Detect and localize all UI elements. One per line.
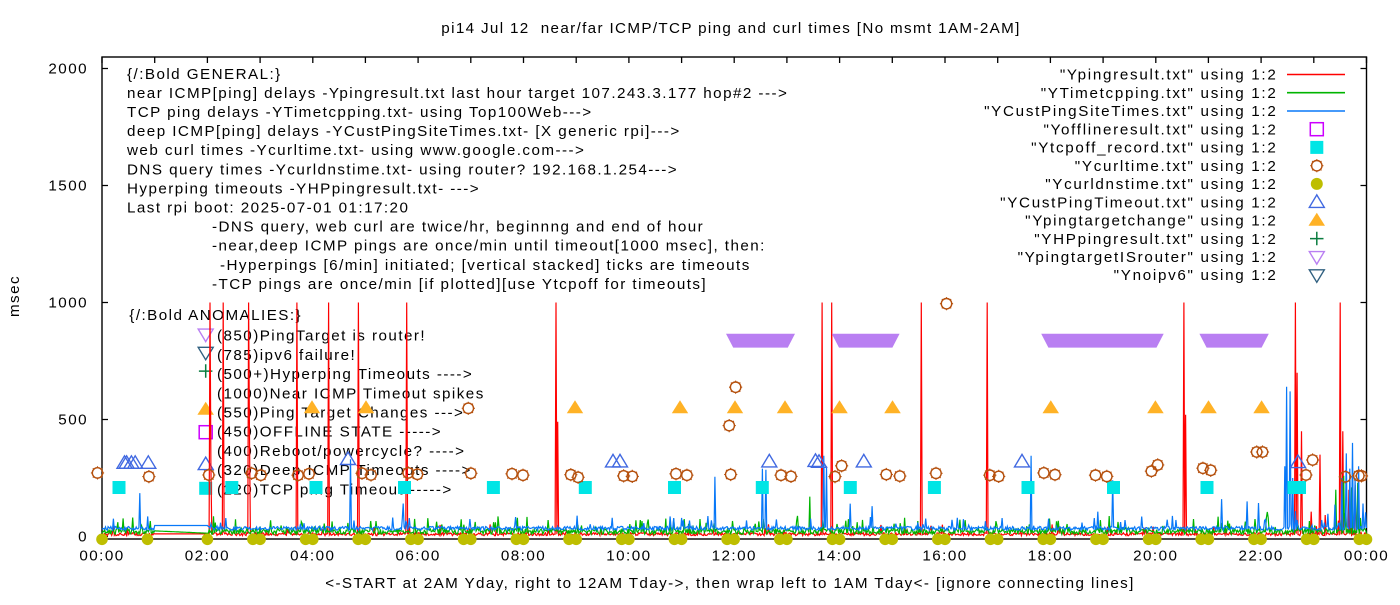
svg-text:16:00: 16:00 [922, 548, 967, 565]
svg-text:TCP ping delays -YTimetcpping.: TCP ping delays -YTimetcpping.txt- using… [127, 104, 593, 121]
svg-text:-TCP pings are once/min [if pl: -TCP pings are once/min [if plotted][use… [212, 276, 707, 293]
svg-text:pi14 Jul 12 near/far ICMP/TCP: pi14 Jul 12 near/far ICMP/TCP ping and c… [441, 20, 1020, 37]
svg-text:"Ycurldnstime.txt" using 1:2: "Ycurldnstime.txt" using 1:2 [1045, 176, 1277, 193]
svg-text:02:00: 02:00 [185, 548, 230, 565]
svg-text:"Ynoipv6" using 1:2: "Ynoipv6" using 1:2 [1114, 267, 1278, 284]
svg-text:Hyperping timeouts -YHPpingres: Hyperping timeouts -YHPpingresult.txt- -… [127, 180, 480, 197]
svg-text:0: 0 [78, 529, 88, 546]
svg-text:{/:Bold ANOMALIES:}: {/:Bold ANOMALIES:} [129, 307, 302, 324]
svg-text:00:00: 00:00 [1344, 548, 1389, 565]
svg-text:18:00: 18:00 [1028, 548, 1073, 565]
svg-text:<-START at 2AM Yday, right to: <-START at 2AM Yday, right to 12AM Tday-… [325, 575, 1135, 592]
svg-text:06:00: 06:00 [395, 548, 440, 565]
svg-text:"Ypingtargetchange" using 1:2: "Ypingtargetchange" using 1:2 [1025, 213, 1277, 230]
svg-text:2000: 2000 [48, 61, 88, 78]
svg-text:"YCustPingSiteTimes.txt" using: "YCustPingSiteTimes.txt" using 1:2 [984, 103, 1277, 120]
svg-text:1000: 1000 [48, 295, 88, 312]
svg-text:500: 500 [58, 412, 88, 429]
svg-text:12:00: 12:00 [712, 548, 757, 565]
svg-text:(400)Reboot/powercycle? ---->: (400)Reboot/powercycle? ----> [217, 443, 465, 460]
svg-text:"YCustPingTimeout.txt" using 1: "YCustPingTimeout.txt" using 1:2 [1000, 194, 1277, 211]
svg-text:(1000)Near ICMP Timeout spikes: (1000)Near ICMP Timeout spikes [217, 385, 485, 402]
svg-text:"Yofflineresult.txt" using 1:2: "Yofflineresult.txt" using 1:2 [1043, 121, 1277, 138]
svg-text:04:00: 04:00 [290, 548, 335, 565]
svg-text:"YTimetcpping.txt" using 1:2: "YTimetcpping.txt" using 1:2 [1041, 85, 1278, 102]
svg-text:08:00: 08:00 [501, 548, 546, 565]
svg-text:near ICMP[ping] delays -Ypingr: near ICMP[ping] delays -Ypingresult.txt … [127, 85, 788, 102]
svg-text:Last rpi boot: 2025-07-01 01:1: Last rpi boot: 2025-07-01 01:17:20 [127, 200, 409, 217]
svg-text:deep ICMP[ping] delays -YCustP: deep ICMP[ping] delays -YCustPingSiteTim… [127, 123, 681, 140]
svg-text:14:00: 14:00 [817, 548, 862, 565]
svg-text:(500+)Hyperping Timeouts ---->: (500+)Hyperping Timeouts ----> [217, 366, 473, 383]
svg-text:{/:Bold GENERAL:}: {/:Bold GENERAL:} [127, 66, 282, 83]
svg-text:msec: msec [6, 275, 23, 317]
svg-text:-DNS query, web curl are twice: -DNS query, web curl are twice/hr, begin… [212, 219, 704, 236]
svg-text:"Ycurltime.txt" using 1:2: "Ycurltime.txt" using 1:2 [1075, 158, 1278, 175]
svg-text:(785)ipv6 failure!: (785)ipv6 failure! [217, 347, 356, 364]
svg-text:1500: 1500 [48, 178, 88, 195]
svg-text:-near,deep ICMP pings are once: -near,deep ICMP pings are once/min until… [212, 238, 766, 255]
svg-text:"YHPpingresult.txt" using 1:2: "YHPpingresult.txt" using 1:2 [1034, 231, 1277, 248]
svg-text:web curl times -Ycurltime.txt-: web curl times -Ycurltime.txt- using www… [126, 142, 585, 159]
svg-text:(550)Ping Target Changes --->: (550)Ping Target Changes ---> [217, 405, 464, 422]
svg-text:(220)TCP ping Timeout ----->: (220)TCP ping Timeout -----> [217, 481, 453, 498]
svg-text:20:00: 20:00 [1133, 548, 1178, 565]
svg-text:(850)PingTarget is router!: (850)PingTarget is router! [217, 328, 426, 345]
svg-text:22:00: 22:00 [1238, 548, 1283, 565]
svg-text:"YpingtargetISrouter" using 1:: "YpingtargetISrouter" using 1:2 [1018, 249, 1278, 266]
svg-text:DNS query times -Ycurldnstime.: DNS query times -Ycurldnstime.txt- using… [127, 161, 678, 178]
svg-text:10:00: 10:00 [606, 548, 651, 565]
svg-text:"Ytcpoff_record.txt" using 1:2: "Ytcpoff_record.txt" using 1:2 [1031, 140, 1277, 157]
svg-text:00:00: 00:00 [79, 548, 124, 565]
svg-text:"Ypingresult.txt" using 1:2: "Ypingresult.txt" using 1:2 [1060, 67, 1278, 84]
svg-text:-Hyperpings [6/min] initiated;: -Hyperpings [6/min] initiated; [vertical… [220, 257, 751, 274]
